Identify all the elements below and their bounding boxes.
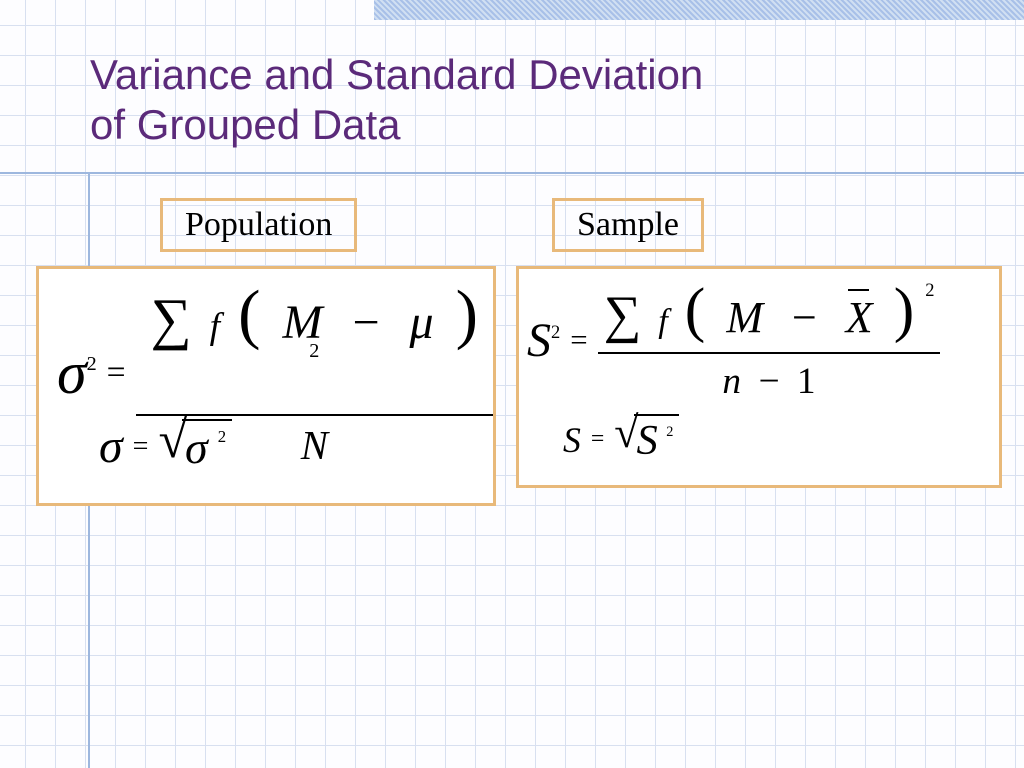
denominator-N: N xyxy=(301,416,328,469)
equals-sign: = xyxy=(107,354,126,392)
title-line-1: Variance and Standard Deviation xyxy=(90,51,703,98)
grid-horizontal-axis xyxy=(0,172,1024,174)
sum-symbol: ∑ xyxy=(151,288,192,351)
sample-label: Sample xyxy=(552,198,704,252)
sample-formula-box: S 2 = ∑ f ( M − X ) 2 n − 1 S = √ xyxy=(516,266,1002,488)
sqrt: √ σ 2 xyxy=(158,419,232,474)
equals-sign-3: = xyxy=(570,323,587,358)
fraction-s: ∑ f ( M − X ) 2 n − 1 xyxy=(598,277,941,403)
root-exponent-s: 2 xyxy=(666,424,673,440)
top-accent-strip xyxy=(374,0,1024,20)
paren-exponent: 2 xyxy=(309,340,319,362)
equals-sign-2: = xyxy=(133,431,149,463)
sqrt-s: √ S 2 xyxy=(614,414,679,465)
denom-minus: − xyxy=(758,361,779,402)
exponent-2-s: 2 xyxy=(551,322,560,343)
root-exponent: 2 xyxy=(218,427,226,446)
S-symbol: S xyxy=(527,313,551,368)
M-symbol-s: M xyxy=(726,293,763,342)
sigma-under-root: σ xyxy=(185,422,208,473)
equals-sign-4: = xyxy=(591,426,604,453)
mu-symbol: μ xyxy=(410,296,434,349)
sigma-symbol: σ xyxy=(57,339,87,408)
paren-exponent-s: 2 xyxy=(925,280,934,300)
paren-close-s: ) xyxy=(894,276,915,344)
denominator-n-minus-1: n − 1 xyxy=(722,354,815,403)
exponent-2: 2 xyxy=(87,353,97,376)
f-symbol: f xyxy=(210,306,220,347)
sample-sd-formula: S = √ S 2 xyxy=(563,414,679,465)
population-formula-box: σ 2 = ∑ f ( M − μ ) 2 N σ = √ σ 2 xyxy=(36,266,496,506)
Xbar-symbol: X xyxy=(846,292,873,343)
sqrt-body-s: S 2 xyxy=(634,414,680,465)
numerator-s: ∑ f ( M − X ) 2 xyxy=(598,277,941,354)
paren-close: ) xyxy=(456,276,478,351)
population-label: Population xyxy=(160,198,357,252)
slide-title: Variance and Standard Deviation of Group… xyxy=(90,50,703,151)
sigma-sd: σ xyxy=(99,419,123,474)
minus-sign: − xyxy=(352,296,379,349)
sum-symbol-s: ∑ xyxy=(604,286,642,344)
paren-open-s: ( xyxy=(685,276,706,344)
sample-variance-formula: S 2 = ∑ f ( M − X ) 2 n − 1 xyxy=(527,277,940,403)
minus-sign-s: − xyxy=(792,293,817,342)
denom-n: n xyxy=(722,361,741,402)
sqrt-body: σ 2 xyxy=(182,419,232,474)
f-symbol-s: f xyxy=(658,302,668,340)
denom-one: 1 xyxy=(797,361,816,402)
paren-open: ( xyxy=(238,276,260,351)
numerator: ∑ f ( M − μ ) 2 xyxy=(136,277,493,416)
S-under-root: S xyxy=(637,417,658,464)
title-line-2: of Grouped Data xyxy=(90,101,401,148)
population-sd-formula: σ = √ σ 2 xyxy=(99,419,232,474)
S-sd: S xyxy=(563,419,581,461)
